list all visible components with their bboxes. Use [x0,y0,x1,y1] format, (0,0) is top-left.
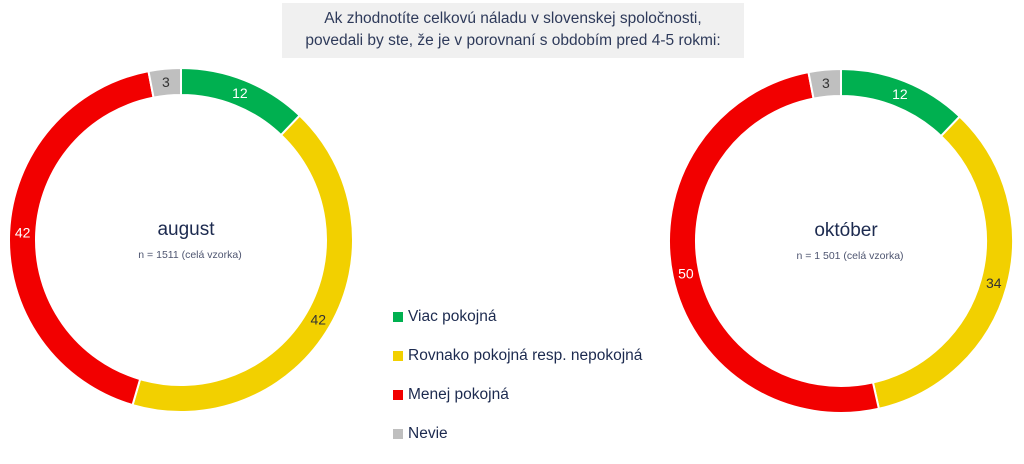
legend-label: Rovnako pokojná resp. nepokojná [408,347,643,364]
slice-data-label: 3 [162,74,170,90]
slice-data-label: 42 [15,224,31,240]
legend-label: Viac pokojná [408,308,497,325]
legend-swatch [393,429,403,439]
donut-slice [131,114,354,413]
legend-swatch [393,351,403,361]
donut-slice [180,66,302,137]
chart-title-line-1: Ak zhodnotíte celkovú náladu v slovenske… [324,10,702,27]
legend-swatch [393,312,403,322]
chart-title: Ak zhodnotíte celkovú náladu v slovenske… [282,3,744,58]
legend-label: Nevie [408,425,448,442]
legend-label: Menej pokojná [408,386,509,403]
donut-slice [147,66,182,99]
legend-swatch [393,390,403,400]
donut-chart-august: 12 42 42 3 august n = 1511 (celá vzorka) [8,66,354,413]
donut-center-title: august [157,219,215,240]
chart-title-line-2: povedali by ste, že je v porovnaní s obd… [305,32,721,49]
donut-center-subtitle: n = 1511 (celá vzorka) [138,249,241,261]
slice-data-label: 12 [232,85,248,101]
slice-data-label: 42 [310,311,326,327]
donut-slice [8,69,155,407]
